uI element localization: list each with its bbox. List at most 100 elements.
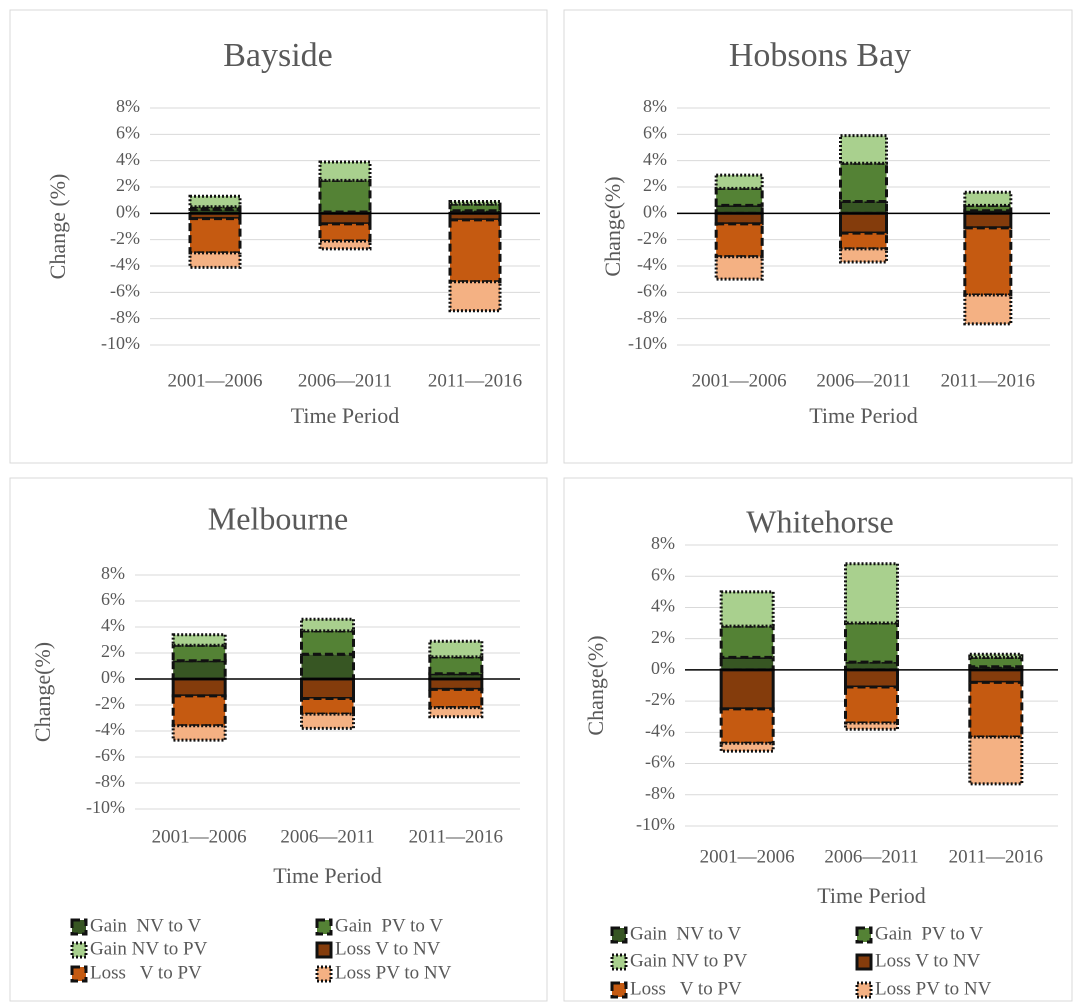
- bar-segment: [171, 643, 227, 663]
- bar-segment: [719, 655, 775, 672]
- y-tick-label: 2%: [116, 175, 140, 195]
- y-tick-label: -10%: [636, 814, 675, 834]
- legend-label: Loss V to PV: [630, 978, 742, 999]
- legend-swatch: [855, 926, 873, 944]
- bar-segment: [171, 659, 227, 681]
- x-tick-label: 2011—2016: [949, 846, 1043, 867]
- bar-segment: [968, 680, 1024, 739]
- x-tick-label: 2006—2011: [280, 826, 374, 847]
- bar-segment: [714, 211, 764, 226]
- bar-segment: [318, 211, 372, 226]
- legend-swatch: [70, 941, 88, 959]
- bar-segment: [719, 624, 775, 659]
- y-tick-label: -6%: [645, 752, 675, 772]
- legend-swatch: [315, 941, 333, 959]
- y-axis-label: Change (%): [45, 174, 70, 280]
- bar-segment: [171, 633, 227, 647]
- y-tick-label: 8%: [643, 96, 667, 116]
- bar-segment: [448, 218, 502, 284]
- x-tick-label: 2011—2016: [941, 370, 1035, 391]
- bar-segment: [714, 255, 764, 281]
- y-tick-label: 8%: [116, 96, 140, 116]
- x-axis-label: Time Period: [809, 403, 918, 428]
- bar-segment: [428, 687, 484, 710]
- x-tick-label: 2001—2006: [152, 826, 247, 847]
- legend-swatch: [70, 918, 88, 936]
- legend-label: Gain NV to PV: [630, 950, 748, 971]
- bar-segment: [318, 239, 372, 251]
- y-tick-label: 2%: [101, 641, 125, 661]
- y-tick-label: -2%: [95, 693, 125, 713]
- x-tick-label: 2006—2011: [816, 370, 910, 391]
- bar-segment: [428, 639, 484, 659]
- x-tick-label: 2001—2006: [168, 370, 263, 391]
- y-tick-label: 6%: [116, 122, 140, 142]
- bar-segment: [844, 721, 899, 731]
- legend-label: Loss V to NV: [875, 950, 981, 971]
- legend-label: Loss V to PV: [90, 962, 202, 983]
- x-axis-label: Time Period: [817, 883, 926, 908]
- legend-swatch: [610, 981, 628, 999]
- legend-label: Gain PV to V: [335, 915, 443, 936]
- bar-segment: [171, 677, 227, 698]
- bar-segment: [719, 741, 775, 753]
- y-axis-label: Change(%): [583, 635, 608, 735]
- legend-swatch: [610, 953, 628, 971]
- bar-segment: [714, 186, 764, 207]
- x-tick-label: 2001—2006: [700, 846, 795, 867]
- y-tick-label: 0%: [651, 658, 675, 678]
- bar-segment: [844, 621, 899, 664]
- panel-border: [563, 9, 1073, 464]
- chart-title: Hobsons Bay: [729, 37, 911, 74]
- bar-segment: [300, 697, 355, 716]
- bar-segment: [428, 706, 484, 719]
- bar-segment: [839, 231, 888, 251]
- y-tick-label: 4%: [651, 596, 675, 616]
- bar-segment: [188, 194, 242, 209]
- y-tick-label: -8%: [637, 307, 667, 327]
- legend-label: Gain NV to PV: [90, 938, 208, 959]
- y-tick-label: 8%: [101, 563, 125, 583]
- y-tick-label: 6%: [651, 564, 675, 584]
- bar-segment: [300, 652, 355, 681]
- legend-swatch: [610, 926, 628, 944]
- bar-segment: [963, 190, 1013, 207]
- legend-label: Loss PV to NV: [875, 978, 992, 999]
- bar-segment: [839, 161, 888, 203]
- legend-label: Gain NV to V: [90, 915, 201, 936]
- y-tick-label: -6%: [637, 280, 667, 300]
- chart-title: Bayside: [223, 37, 333, 74]
- y-tick-label: 4%: [101, 615, 125, 635]
- bar-segment: [963, 226, 1013, 297]
- bar-segment: [714, 173, 764, 190]
- legend-swatch: [855, 953, 873, 971]
- bar-segment: [839, 199, 888, 215]
- panel-border: [563, 477, 1073, 1002]
- y-tick-label: -4%: [645, 720, 675, 740]
- bar-segment: [300, 712, 355, 730]
- bar-segment: [300, 677, 355, 700]
- y-tick-label: 8%: [651, 533, 675, 553]
- legend-label: Gain PV to V: [875, 923, 983, 944]
- legend-swatch: [315, 965, 333, 983]
- y-tick-label: -4%: [110, 254, 140, 274]
- y-tick-label: -2%: [637, 228, 667, 248]
- bar-segment: [171, 694, 227, 728]
- bar-segment: [719, 707, 775, 745]
- y-tick-label: -10%: [86, 797, 125, 817]
- y-tick-label: 2%: [651, 627, 675, 647]
- bar-segment: [968, 668, 1024, 684]
- y-tick-label: 6%: [643, 122, 667, 142]
- bar-segment: [318, 222, 372, 243]
- legend-label: Loss V to NV: [335, 938, 441, 959]
- bar-segment: [188, 217, 242, 255]
- bar-segment: [963, 203, 1013, 213]
- x-tick-label: 2006—2011: [298, 370, 392, 391]
- y-tick-label: -8%: [645, 783, 675, 803]
- y-axis-label: Change(%): [30, 642, 55, 742]
- bar-segment: [318, 178, 372, 214]
- bar-segment: [300, 617, 355, 633]
- legend-swatch: [315, 918, 333, 936]
- x-tick-label: 2011—2016: [409, 826, 503, 847]
